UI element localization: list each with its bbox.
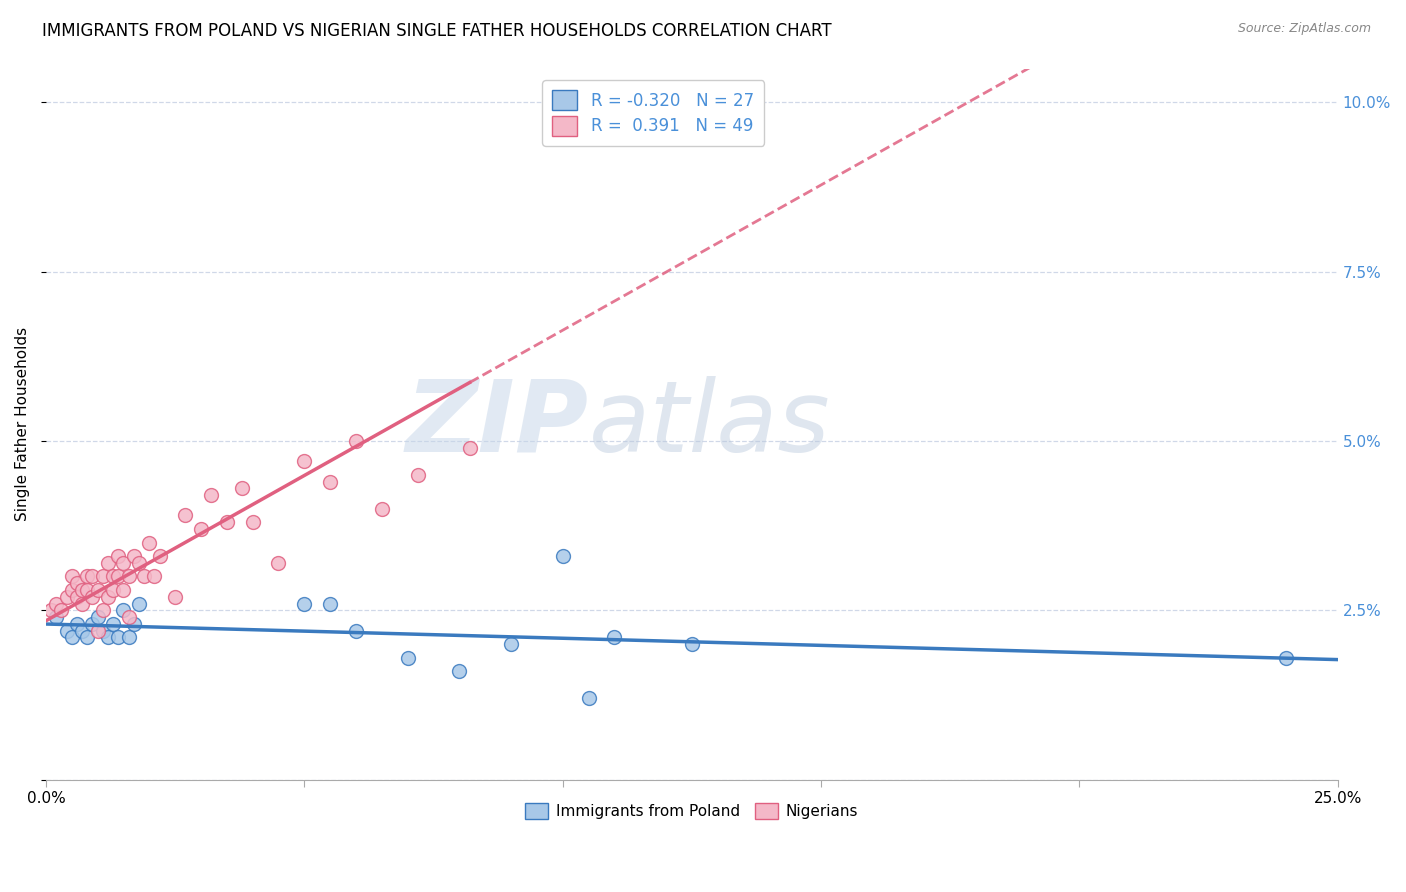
Point	[66, 590, 89, 604]
Point	[122, 616, 145, 631]
Y-axis label: Single Father Households: Single Father Households	[15, 327, 30, 521]
Point	[344, 624, 367, 638]
Point	[578, 691, 600, 706]
Point	[134, 569, 156, 583]
Point	[91, 569, 114, 583]
Point	[292, 454, 315, 468]
Point	[60, 582, 83, 597]
Text: Source: ZipAtlas.com: Source: ZipAtlas.com	[1237, 22, 1371, 36]
Point	[117, 631, 139, 645]
Point	[190, 522, 212, 536]
Point	[66, 616, 89, 631]
Point	[319, 475, 342, 489]
Point	[66, 576, 89, 591]
Point	[86, 582, 108, 597]
Point	[82, 569, 104, 583]
Point	[70, 597, 93, 611]
Point	[117, 610, 139, 624]
Point	[406, 467, 429, 482]
Point	[86, 624, 108, 638]
Point	[231, 482, 253, 496]
Point	[45, 597, 67, 611]
Point	[138, 535, 160, 549]
Point	[39, 603, 62, 617]
Point	[51, 603, 73, 617]
Text: IMMIGRANTS FROM POLAND VS NIGERIAN SINGLE FATHER HOUSEHOLDS CORRELATION CHART: IMMIGRANTS FROM POLAND VS NIGERIAN SINGL…	[42, 22, 832, 40]
Text: ZIP: ZIP	[405, 376, 589, 473]
Point	[97, 631, 120, 645]
Point	[91, 624, 114, 638]
Point	[112, 582, 135, 597]
Point	[128, 597, 150, 611]
Point	[174, 508, 197, 523]
Point	[128, 556, 150, 570]
Point	[165, 590, 187, 604]
Point	[200, 488, 222, 502]
Point	[76, 631, 98, 645]
Point	[107, 569, 129, 583]
Point	[396, 650, 419, 665]
Point	[76, 582, 98, 597]
Point	[499, 637, 522, 651]
Point	[319, 597, 342, 611]
Point	[1275, 650, 1298, 665]
Point	[101, 616, 124, 631]
Point	[449, 665, 471, 679]
Point	[76, 569, 98, 583]
Point	[292, 597, 315, 611]
Point	[70, 582, 93, 597]
Point	[143, 569, 166, 583]
Point	[107, 631, 129, 645]
Point	[681, 637, 703, 651]
Point	[101, 569, 124, 583]
Point	[215, 515, 238, 529]
Point	[101, 582, 124, 597]
Point	[60, 631, 83, 645]
Point	[344, 434, 367, 448]
Point	[112, 556, 135, 570]
Point	[122, 549, 145, 563]
Point	[82, 590, 104, 604]
Point	[97, 556, 120, 570]
Point	[242, 515, 264, 529]
Point	[82, 616, 104, 631]
Point	[55, 590, 77, 604]
Point	[91, 603, 114, 617]
Point	[70, 624, 93, 638]
Point	[603, 631, 626, 645]
Point	[55, 624, 77, 638]
Text: atlas: atlas	[589, 376, 830, 473]
Point	[60, 569, 83, 583]
Point	[86, 610, 108, 624]
Point	[458, 441, 481, 455]
Point	[551, 549, 574, 563]
Legend: Immigrants from Poland, Nigerians: Immigrants from Poland, Nigerians	[519, 797, 865, 825]
Point	[112, 603, 135, 617]
Point	[117, 569, 139, 583]
Point	[97, 590, 120, 604]
Point	[267, 556, 290, 570]
Point	[107, 549, 129, 563]
Point	[149, 549, 172, 563]
Point	[371, 501, 394, 516]
Point	[655, 122, 678, 136]
Point	[45, 610, 67, 624]
